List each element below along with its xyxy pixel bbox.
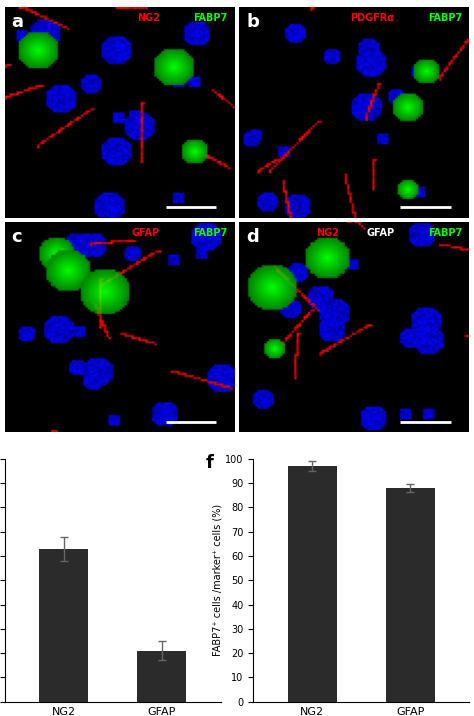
Bar — [39, 548, 88, 702]
Text: FABP7: FABP7 — [193, 228, 228, 238]
Text: d: d — [246, 228, 259, 246]
Text: FABP7: FABP7 — [428, 14, 462, 24]
Bar — [386, 488, 435, 702]
Text: PDGFRα: PDGFRα — [350, 14, 394, 24]
Text: GFAP: GFAP — [366, 228, 394, 238]
Text: f: f — [206, 454, 214, 472]
Text: NG2: NG2 — [137, 14, 160, 24]
Text: NG2: NG2 — [317, 228, 339, 238]
Y-axis label: FABP7⁺ cells /marker⁺ cells (%): FABP7⁺ cells /marker⁺ cells (%) — [212, 504, 222, 657]
Text: GFAP: GFAP — [132, 228, 160, 238]
Text: FABP7: FABP7 — [428, 228, 462, 238]
Bar — [137, 651, 186, 702]
Text: b: b — [246, 14, 259, 32]
Text: c: c — [12, 228, 22, 246]
Bar — [288, 466, 337, 702]
Text: FABP7: FABP7 — [193, 14, 228, 24]
Text: a: a — [12, 14, 24, 32]
